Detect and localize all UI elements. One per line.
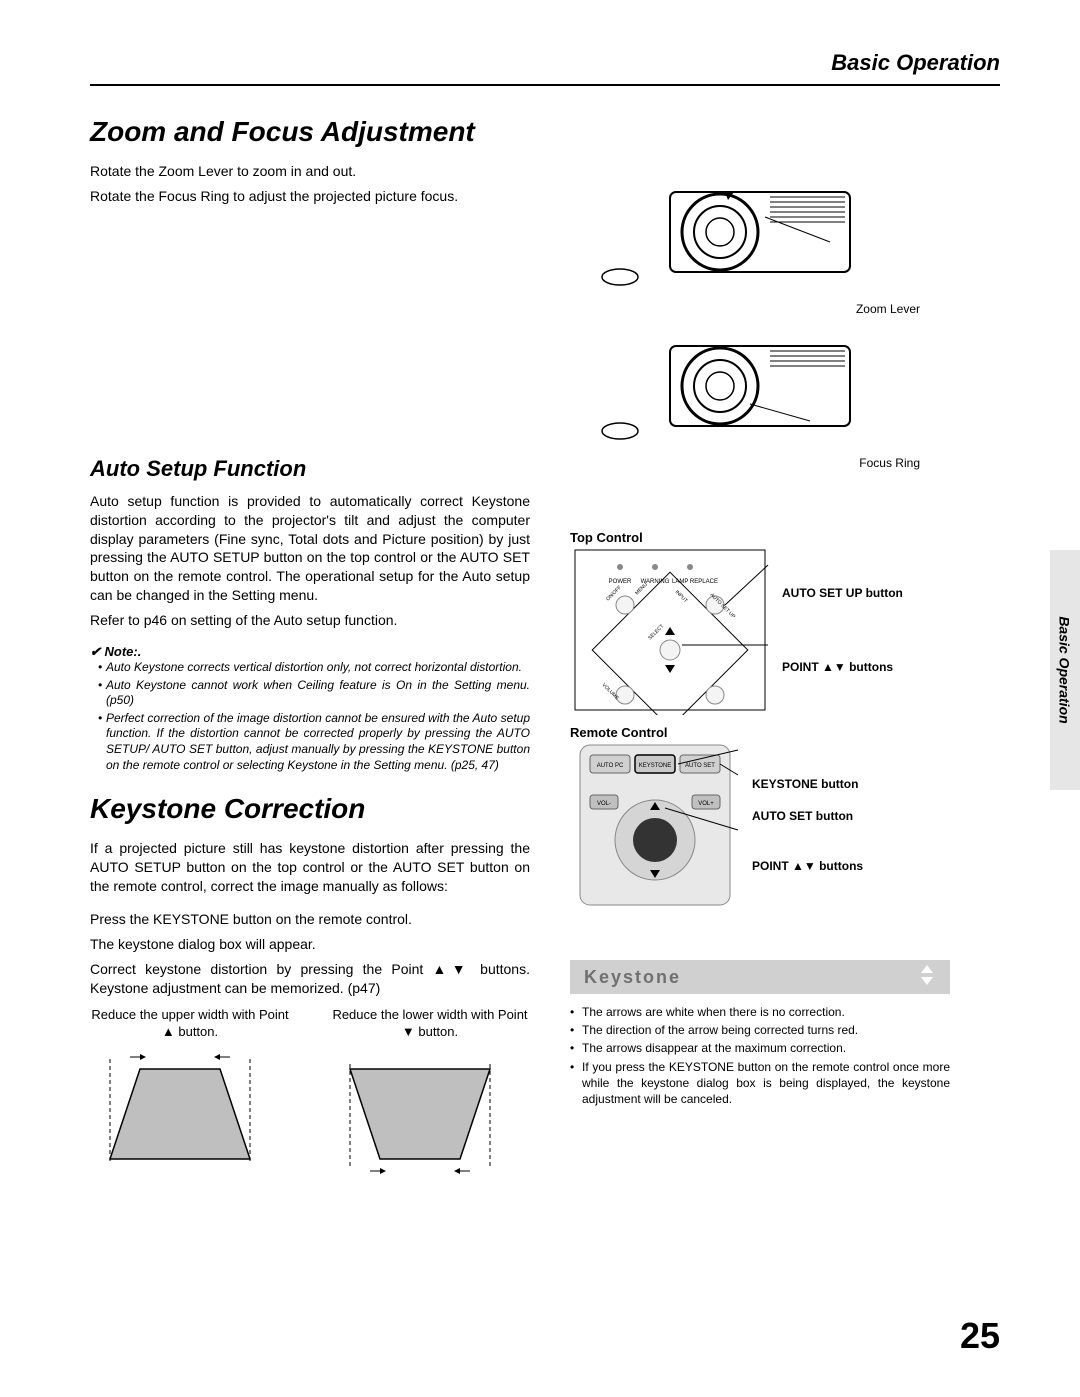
projector-zoom-diagram: [570, 162, 900, 297]
autosetup-title: Auto Setup Function: [90, 456, 530, 482]
trapezoid-upper-icon: [90, 1049, 270, 1179]
header-rule: [90, 84, 1000, 86]
projector-focus-diagram: [570, 316, 900, 451]
remote-control-diagram: AUTO PC KEYSTONE AUTO SET VOL- VOL+: [570, 740, 740, 910]
zoom-p2: Rotate the Focus Ring to adjust the proj…: [90, 187, 530, 206]
svg-text:VOL-: VOL-: [597, 801, 611, 807]
bullet-item: If you press the KEYSTONE button on the …: [570, 1059, 950, 1108]
lower-caption: Reduce the lower width with Point ▼ butt…: [330, 1007, 530, 1041]
bullet-item: The arrows disappear at the maximum corr…: [570, 1040, 950, 1056]
page-number: 25: [960, 1315, 1000, 1357]
svg-text:VOL+: VOL+: [698, 801, 714, 807]
side-tab-label: Basic Operation: [1057, 616, 1073, 723]
autosetup-p1: Auto setup function is provided to autom…: [90, 492, 530, 605]
svg-text:KEYSTONE: KEYSTONE: [639, 763, 672, 769]
keystone-arrows-icon: [918, 963, 936, 992]
keystone-p3: The keystone dialog box will appear.: [90, 935, 530, 954]
top-control-title: Top Control: [570, 530, 950, 545]
note-item: Auto Keystone corrects vertical distorti…: [98, 660, 530, 676]
bullet-item: The direction of the arrow being correct…: [570, 1022, 950, 1038]
autoset-button-label: AUTO SET button: [752, 809, 863, 823]
keystone-bullets: The arrows are white when there is no co…: [570, 1004, 950, 1107]
keystone-p4: Correct keystone distortion by pressing …: [90, 960, 530, 998]
side-tab: Basic Operation: [1050, 550, 1080, 790]
keystone-button-label: KEYSTONE button: [752, 777, 863, 791]
zoom-focus-title: Zoom and Focus Adjustment: [90, 116, 1000, 148]
top-control-diagram: POWER WARNING LAMP REPLACE ON/OFF MENU I…: [570, 545, 770, 715]
keystone-p2: Press the KEYSTONE button on the remote …: [90, 910, 530, 929]
zoom-p1: Rotate the Zoom Lever to zoom in and out…: [90, 162, 530, 181]
keystone-title: Keystone Correction: [90, 793, 530, 825]
trapezoid-lower-icon: [330, 1049, 510, 1179]
point-buttons-label: POINT ▲▼ buttons: [782, 660, 903, 674]
svg-text:POWER: POWER: [609, 579, 632, 585]
keystone-dialog-box: Keystone: [570, 960, 950, 994]
keystone-p1: If a projected picture still has keyston…: [90, 839, 530, 896]
page-header: Basic Operation: [90, 50, 1000, 76]
note-list: Auto Keystone corrects vertical distorti…: [90, 660, 530, 773]
autosetup-button-label: AUTO SET UP button: [782, 586, 903, 600]
note-item: Perfect correction of the image distorti…: [98, 711, 530, 773]
focus-ring-label: Focus Ring: [570, 456, 950, 470]
autosetup-p2: Refer to p46 on setting of the Auto setu…: [90, 611, 530, 630]
zoom-lever-label: Zoom Lever: [570, 302, 950, 316]
upper-caption: Reduce the upper width with Point ▲ butt…: [90, 1007, 290, 1041]
keystone-dialog-label: Keystone: [584, 967, 681, 988]
svg-text:AUTO SET: AUTO SET: [685, 763, 715, 769]
note-item: Auto Keystone cannot work when Ceiling f…: [98, 678, 530, 709]
note-label: ✔ Note:.: [90, 644, 530, 660]
svg-text:LAMP REPLACE: LAMP REPLACE: [672, 579, 718, 585]
point-buttons-label-2: POINT ▲▼ buttons: [752, 859, 863, 873]
bullet-item: The arrows are white when there is no co…: [570, 1004, 950, 1020]
remote-control-title: Remote Control: [570, 725, 950, 740]
svg-text:AUTO PC: AUTO PC: [597, 763, 624, 769]
